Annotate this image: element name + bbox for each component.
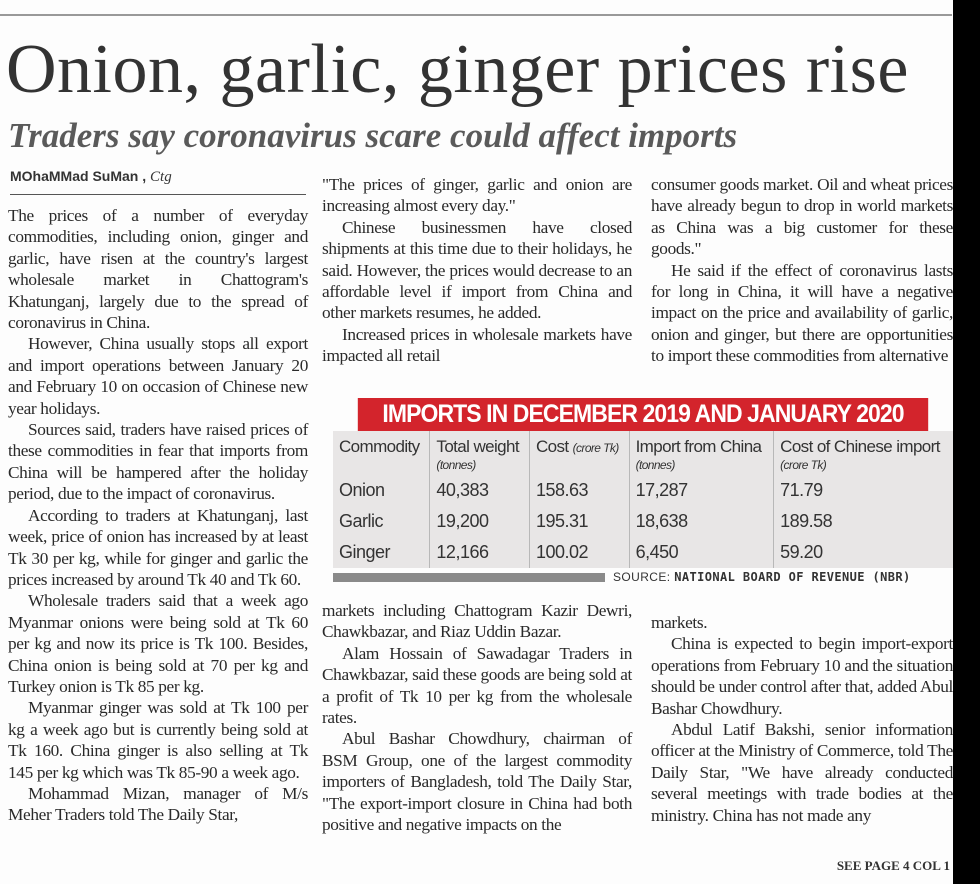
- byline: MOhaMMad SuMan , Ctg: [10, 168, 306, 195]
- paragraph: Increased prices in wholesale markets ha…: [322, 324, 632, 366]
- paragraph: markets including Chattogram Kazir Dewri…: [322, 601, 632, 642]
- cell: 189.58: [773, 506, 953, 537]
- cell: Garlic: [339, 511, 384, 531]
- paragraph: However, China usually stops all export …: [8, 334, 308, 418]
- header-total-weight: Total weight (tonnes): [429, 431, 530, 475]
- paragraph: According to traders at Khatunganj, last…: [8, 505, 308, 589]
- headline: Onion, garlic, ginger prices rise: [6, 31, 909, 108]
- cell: Onion: [339, 480, 385, 500]
- cell: 195.31: [528, 506, 630, 537]
- column-2-bottom: markets including Chattogram Kazir Dewri…: [322, 600, 632, 835]
- paragraph: markets.: [651, 613, 708, 632]
- cell: 12,166: [429, 537, 530, 568]
- cell: 100.02: [528, 537, 630, 568]
- column-1: The prices of a number of everyday commo…: [8, 205, 308, 826]
- byline-location: Ctg: [150, 169, 172, 185]
- header-cost: Cost (crore Tk): [528, 431, 630, 475]
- table-title: IMPORTS IN DECEMBER 2019 AND JANUARY 202…: [357, 398, 929, 431]
- source-label: SOURCE:: [613, 570, 671, 584]
- header-cost-chinese-import: Cost of Chinese import (crore Tk): [773, 431, 953, 475]
- paragraph: Abdul Latif Bakshi, senior information o…: [651, 720, 953, 825]
- header-commodity: Commodity: [339, 437, 420, 456]
- cell: 19,200: [429, 506, 530, 537]
- paragraph: consumer goods market. Oil and wheat pri…: [651, 175, 953, 259]
- cell: 17,287: [628, 475, 774, 506]
- continuation-note: SEE PAGE 4 COL 1: [836, 858, 950, 873]
- top-rule: [0, 14, 952, 16]
- cell: 40,383: [429, 475, 530, 506]
- page-edge-black-bar: [953, 0, 980, 884]
- byline-separator: ,: [142, 168, 147, 184]
- cell: 18,638: [628, 506, 774, 537]
- paragraph: Sources said, traders have raised prices…: [8, 420, 308, 504]
- column-2-top: "The prices of ginger, garlic and onion …: [322, 174, 632, 367]
- cell: 158.63: [528, 475, 630, 506]
- column-3-bottom: markets. China is expected to begin impo…: [651, 612, 953, 826]
- cell: 6,450: [628, 537, 774, 568]
- table-row: Onion 40,383 158.63 17,287 71.79: [333, 475, 953, 506]
- table-row: Ginger 12,166 100.02 6,450 59.20: [333, 537, 953, 568]
- table-source: SOURCE: NATIONAL BOARD OF REVENUE (NBR): [333, 570, 953, 584]
- paragraph: Chinese businessmen have closed shipment…: [322, 217, 632, 323]
- header-import-from-china: Import from China (tonnes): [628, 431, 774, 475]
- paragraph: Abul Bashar Chowdhury, chairman of BSM G…: [322, 729, 632, 835]
- source-name: NATIONAL BOARD OF REVENUE (NBR): [674, 570, 911, 584]
- paragraph: China is expected to begin import-export…: [651, 634, 953, 718]
- cell: 59.20: [773, 537, 953, 568]
- table-header-row: Commodity Total weight (tonnes) Cost (cro…: [333, 431, 953, 475]
- byline-name: MOhaMMad SuMan: [10, 168, 139, 184]
- paragraph: Myanmar ginger was sold at Tk 100 per kg…: [8, 698, 308, 782]
- subheadline: Traders say coronavirus scare could affe…: [8, 116, 738, 155]
- imports-table: IMPORTS IN DECEMBER 2019 AND JANUARY 202…: [333, 398, 953, 584]
- paragraph: He said if the effect of coronavirus las…: [651, 260, 953, 366]
- column-3-top: consumer goods market. Oil and wheat pri…: [651, 174, 953, 367]
- source-bar: [333, 572, 605, 582]
- paragraph: The prices of a number of everyday commo…: [8, 206, 308, 333]
- paragraph: Mohammad Mizan, manager of M/s Meher Tra…: [8, 783, 308, 825]
- table-row: Garlic 19,200 195.31 18,638 189.58: [333, 506, 953, 537]
- paragraph: Alam Hossain of Sawadagar Traders in Cha…: [322, 643, 632, 728]
- paragraph: Wholesale traders said that a week ago M…: [8, 591, 308, 696]
- cell: Ginger: [339, 542, 391, 562]
- paragraph: "The prices of ginger, garlic and onion …: [322, 175, 632, 216]
- cell: 71.79: [773, 475, 953, 506]
